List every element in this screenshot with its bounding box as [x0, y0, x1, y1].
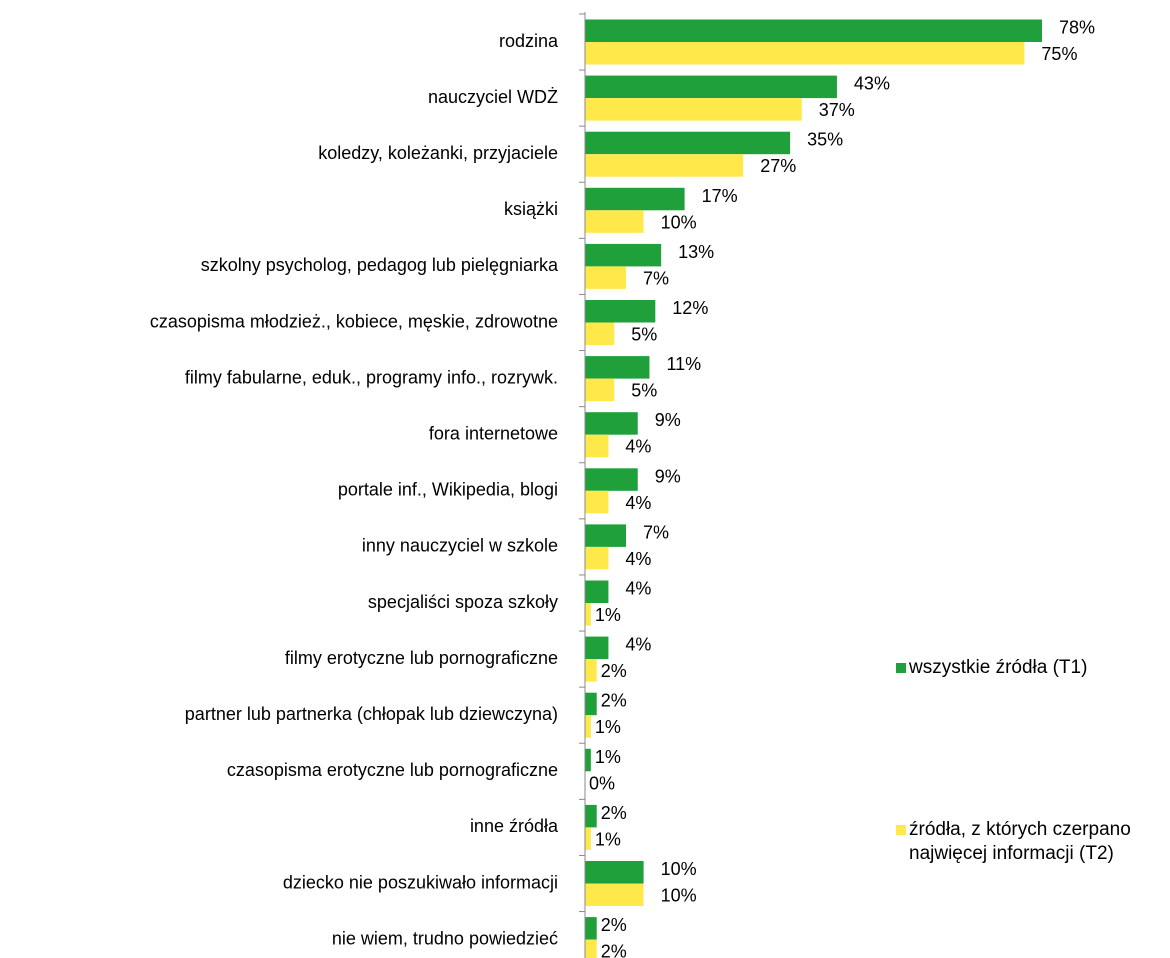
- value-label: 7%: [643, 268, 669, 288]
- bar: [585, 636, 609, 660]
- value-label: 75%: [1041, 44, 1077, 64]
- value-label: 10%: [661, 859, 697, 879]
- value-label: 12%: [672, 298, 708, 318]
- bar: [585, 322, 615, 345]
- value-label: 78%: [1059, 18, 1095, 38]
- bar: [585, 580, 609, 603]
- legend-label: źródła, z których czerpano najwięcej inf…: [909, 819, 1131, 864]
- value-label: 17%: [702, 186, 738, 206]
- category-label: czasopisma młodzież., kobiece, męskie, z…: [150, 311, 558, 331]
- bar: [585, 42, 1025, 65]
- value-label: 0%: [589, 773, 615, 793]
- category-label: specjaliści spoza szkoły: [368, 592, 558, 612]
- bar: [585, 939, 597, 958]
- value-label: 4%: [625, 437, 651, 457]
- value-label: 9%: [655, 410, 681, 430]
- value-label: 2%: [601, 661, 627, 681]
- value-label: 2%: [601, 915, 627, 935]
- bar: [585, 266, 627, 289]
- category-label: inny nauczyciel w szkole: [362, 536, 558, 556]
- value-label: 5%: [631, 381, 657, 401]
- legend-label: wszystkie źródła (T1): [909, 657, 1088, 678]
- category-label: książki: [504, 199, 558, 219]
- bar: [585, 300, 656, 323]
- value-label: 37%: [819, 100, 855, 120]
- value-label: 2%: [601, 803, 627, 823]
- value-label: 35%: [807, 130, 843, 150]
- bar: [585, 434, 609, 458]
- bar: [585, 468, 638, 491]
- bar: [585, 378, 615, 402]
- bar: [585, 98, 802, 121]
- value-label: 1%: [595, 717, 621, 737]
- legend-item: źródła, z których czerpano najwięcej inf…: [896, 818, 1136, 866]
- category-label: nauczyciel WDŻ: [428, 87, 558, 107]
- bar: [585, 827, 591, 850]
- bar: [585, 524, 627, 547]
- value-label: 2%: [601, 942, 627, 958]
- value-label: 1%: [595, 747, 621, 767]
- category-label: czasopisma erotyczne lub pornograficzne: [227, 760, 558, 780]
- value-label: 11%: [666, 354, 701, 374]
- value-label: 13%: [678, 242, 714, 262]
- bar: [585, 883, 644, 906]
- value-label: 10%: [661, 886, 697, 906]
- value-label: 5%: [631, 325, 657, 345]
- bar: [585, 243, 662, 267]
- category-label: szkolny psycholog, pedagog lub pielęgnia…: [201, 255, 559, 275]
- legend-swatch: [896, 825, 906, 835]
- category-label: filmy erotyczne lub pornograficzne: [285, 648, 558, 668]
- value-label: 10%: [661, 212, 697, 232]
- bar: [585, 356, 650, 379]
- category-label: filmy fabularne, eduk., programy info., …: [185, 367, 558, 387]
- bar: [585, 659, 597, 682]
- bar: [585, 804, 597, 828]
- bar: [585, 210, 644, 233]
- legend-item: wszystkie źródła (T1): [896, 656, 1087, 680]
- category-label: inne źródła: [470, 816, 559, 836]
- bar: [585, 861, 644, 884]
- category-label: partner lub partnerka (chłopak lub dziew…: [185, 704, 558, 724]
- category-label: nie wiem, trudno powiedzieć: [332, 928, 558, 948]
- category-label: koledzy, koleżanki, przyjaciele: [318, 143, 558, 163]
- bar: [585, 19, 1042, 42]
- value-label: 43%: [854, 74, 890, 94]
- bar: [585, 603, 591, 626]
- category-label: rodzina: [499, 31, 559, 51]
- category-label: portale inf., Wikipedia, blogi: [338, 480, 558, 500]
- value-label: 4%: [625, 635, 651, 655]
- value-label: 4%: [625, 579, 651, 599]
- bar: [585, 692, 597, 716]
- bar: [585, 748, 591, 772]
- value-label: 1%: [595, 829, 621, 849]
- legend-swatch: [896, 663, 906, 673]
- value-label: 2%: [601, 691, 627, 711]
- value-label: 9%: [655, 466, 681, 486]
- category-label: dziecko nie poszukiwało informacji: [283, 872, 558, 892]
- value-label: 4%: [625, 549, 651, 569]
- value-label: 7%: [643, 522, 669, 542]
- bar: [585, 412, 638, 435]
- bar: [585, 154, 744, 177]
- bar: [585, 187, 685, 211]
- bar: [585, 546, 609, 570]
- bar: [585, 917, 597, 940]
- bar: [585, 490, 609, 514]
- bar: [585, 131, 791, 155]
- bar: [585, 715, 591, 738]
- value-label: 1%: [595, 605, 621, 625]
- category-label: fora internetowe: [429, 423, 558, 443]
- bar: [585, 75, 837, 99]
- value-label: 4%: [625, 493, 651, 513]
- value-label: 27%: [760, 156, 796, 176]
